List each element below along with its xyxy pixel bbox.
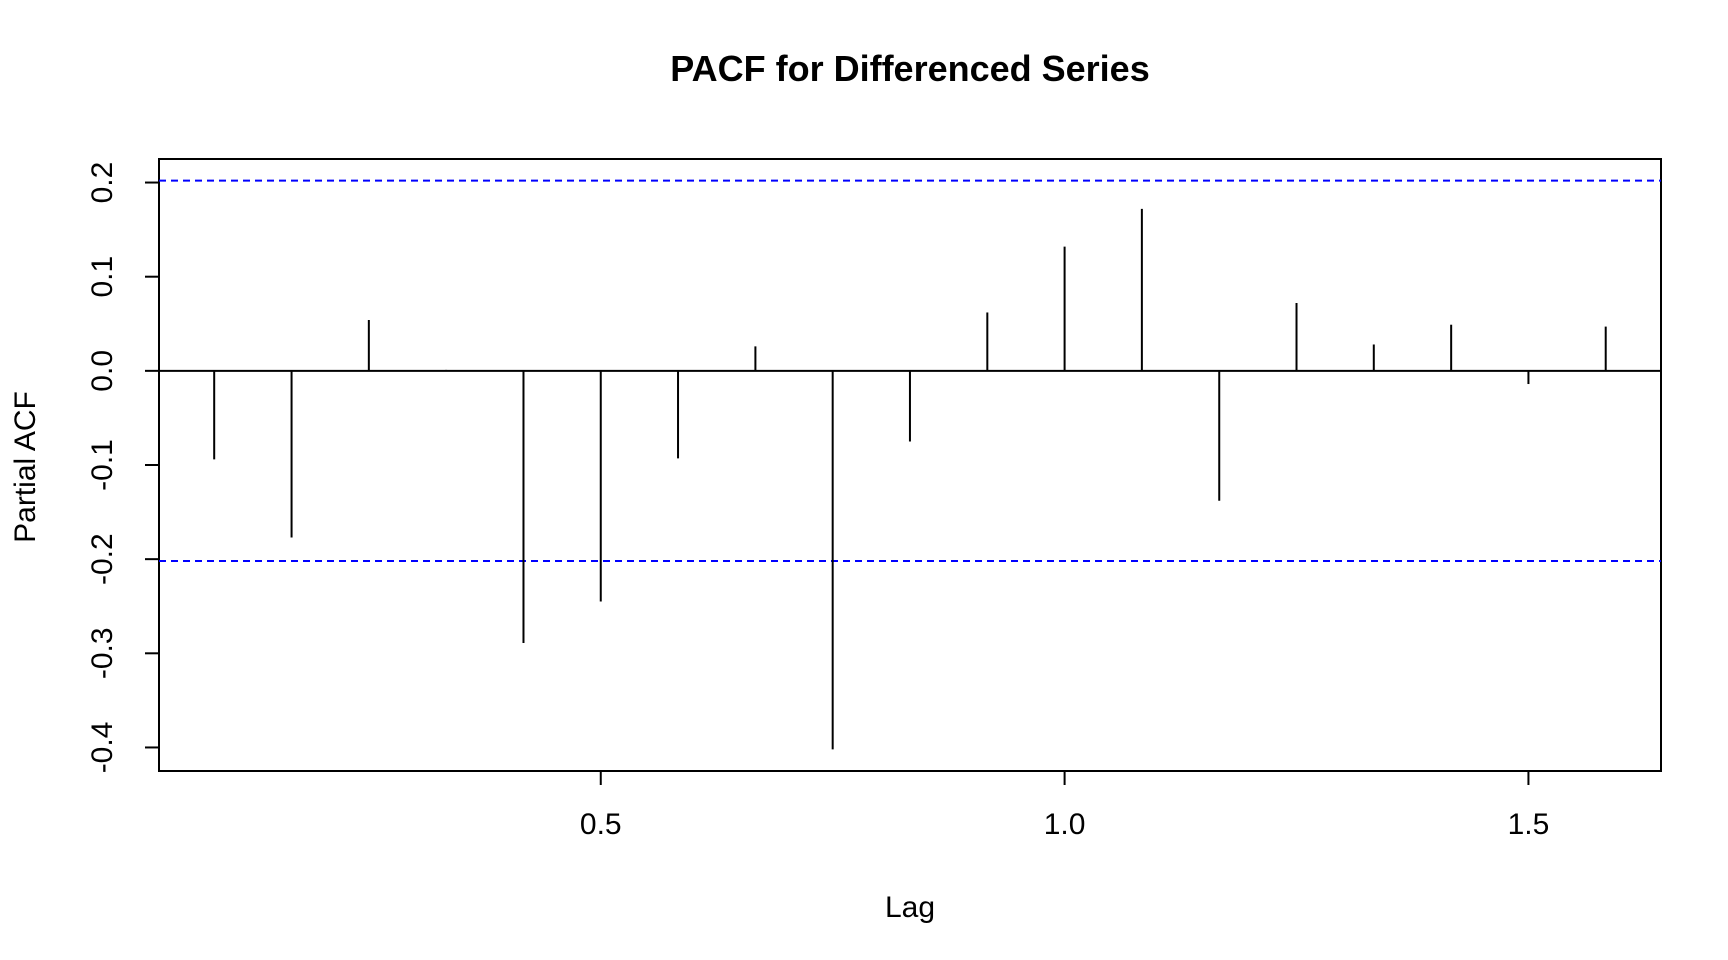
- x-tick-label: 1.5: [1508, 808, 1550, 841]
- chart-title: PACF for Differenced Series: [670, 48, 1149, 89]
- x-tick-label: 0.5: [580, 808, 622, 841]
- y-tick-label: 0.1: [86, 256, 119, 298]
- y-axis-title: Partial ACF: [9, 391, 42, 543]
- plot-area: [159, 179, 1661, 750]
- y-tick-label: -0.1: [86, 439, 119, 491]
- y-tick-label: 0.2: [86, 162, 119, 204]
- y-tick-label: -0.2: [86, 533, 119, 585]
- y-tick-label: 0.0: [86, 350, 119, 392]
- y-tick-label: -0.4: [86, 722, 119, 774]
- x-tick-label: 1.0: [1044, 808, 1086, 841]
- x-axis-title: Lag: [885, 891, 935, 924]
- plot-frame: [158, 158, 1662, 772]
- y-tick-label: -0.3: [86, 627, 119, 679]
